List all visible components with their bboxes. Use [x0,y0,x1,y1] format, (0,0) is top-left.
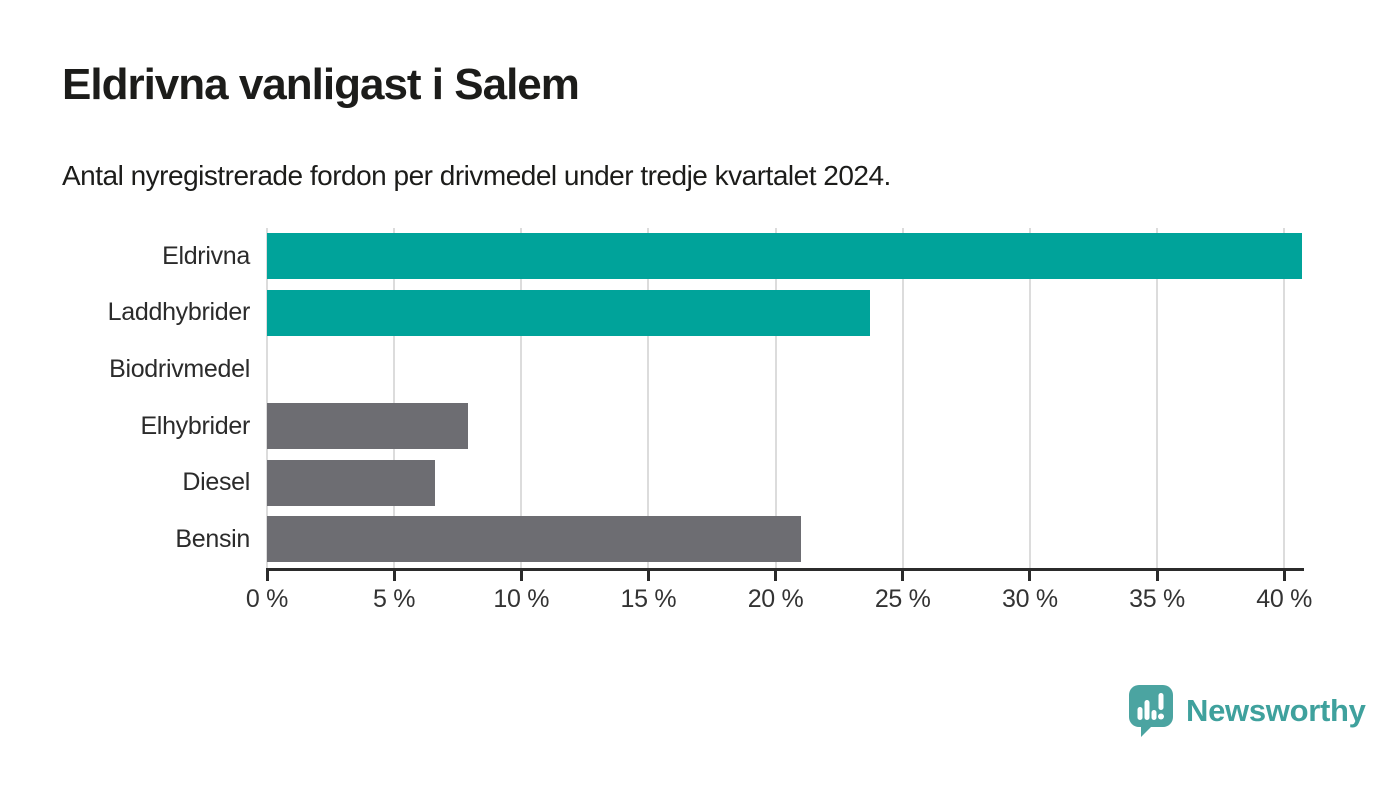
x-axis-tick [901,568,905,581]
x-axis-tick [646,568,650,581]
x-axis-tick-label: 35 % [1129,585,1185,613]
bar-chart-plot-area [266,228,1302,568]
brand-footer: Newsworthy [1128,684,1366,738]
category-label: Eldrivna [162,241,250,270]
gridline [393,228,396,568]
category-label: Laddhybrider [107,298,251,327]
category-labels: Eldrivna Laddhybrider Biodrivmedel Elhybrid… [0,228,251,568]
category-label: Elhybrider [140,411,250,440]
bar-row [267,285,1302,342]
bar [267,516,802,563]
x-axis-tick-label: 25 % [874,585,931,613]
chart-subtitle: Antal nyregistrerade fordon per drivmede… [62,160,891,191]
bar-row [267,398,1302,455]
x-axis-tick [1155,568,1159,581]
gridline [774,228,777,568]
x-axis-tick-label: 5 % [373,585,416,613]
bar [267,403,468,449]
newsworthy-logo-icon [1129,685,1173,737]
x-axis-tick [392,568,396,581]
gridline [1156,228,1159,568]
x-axis-tick-label: 15 % [620,585,677,613]
x-axis-tick-label: 0 % [245,585,289,613]
category-label: Biodrivmedel [109,355,250,384]
bar [267,289,870,336]
gridline [901,228,904,568]
bar-row [267,511,1302,568]
bar-row [267,228,1302,285]
x-axis-tick [1282,568,1286,581]
x-axis: 0 % 5 % 10 % 15 % 20 % 25 % 30 % 35 % 40 % [246,568,1312,628]
x-axis-tick [265,568,269,581]
x-axis-line [267,568,1304,571]
gridline [647,228,650,568]
page-title: Eldrivna vanligast i Salem [62,60,580,109]
x-axis-tick-label: 30 % [1001,585,1058,613]
bar [267,233,1302,279]
category-label: Diesel [182,468,250,497]
gridline [266,228,268,568]
x-axis-tick-label: 40 % [1256,585,1313,613]
bar-row [267,341,1302,398]
bar [267,459,435,506]
x-axis-tick [519,568,523,581]
gridline [1028,228,1031,568]
bar-row [267,455,1302,512]
brand-name: Newsworthy [1186,693,1366,728]
gridline [1283,228,1286,568]
x-axis-tick [1028,568,1032,581]
x-axis-tick-label: 10 % [493,585,550,613]
category-label: Bensin [175,525,250,554]
x-axis-tick-label: 20 % [747,585,804,613]
gridline [520,228,523,568]
x-axis-tick [774,568,778,581]
